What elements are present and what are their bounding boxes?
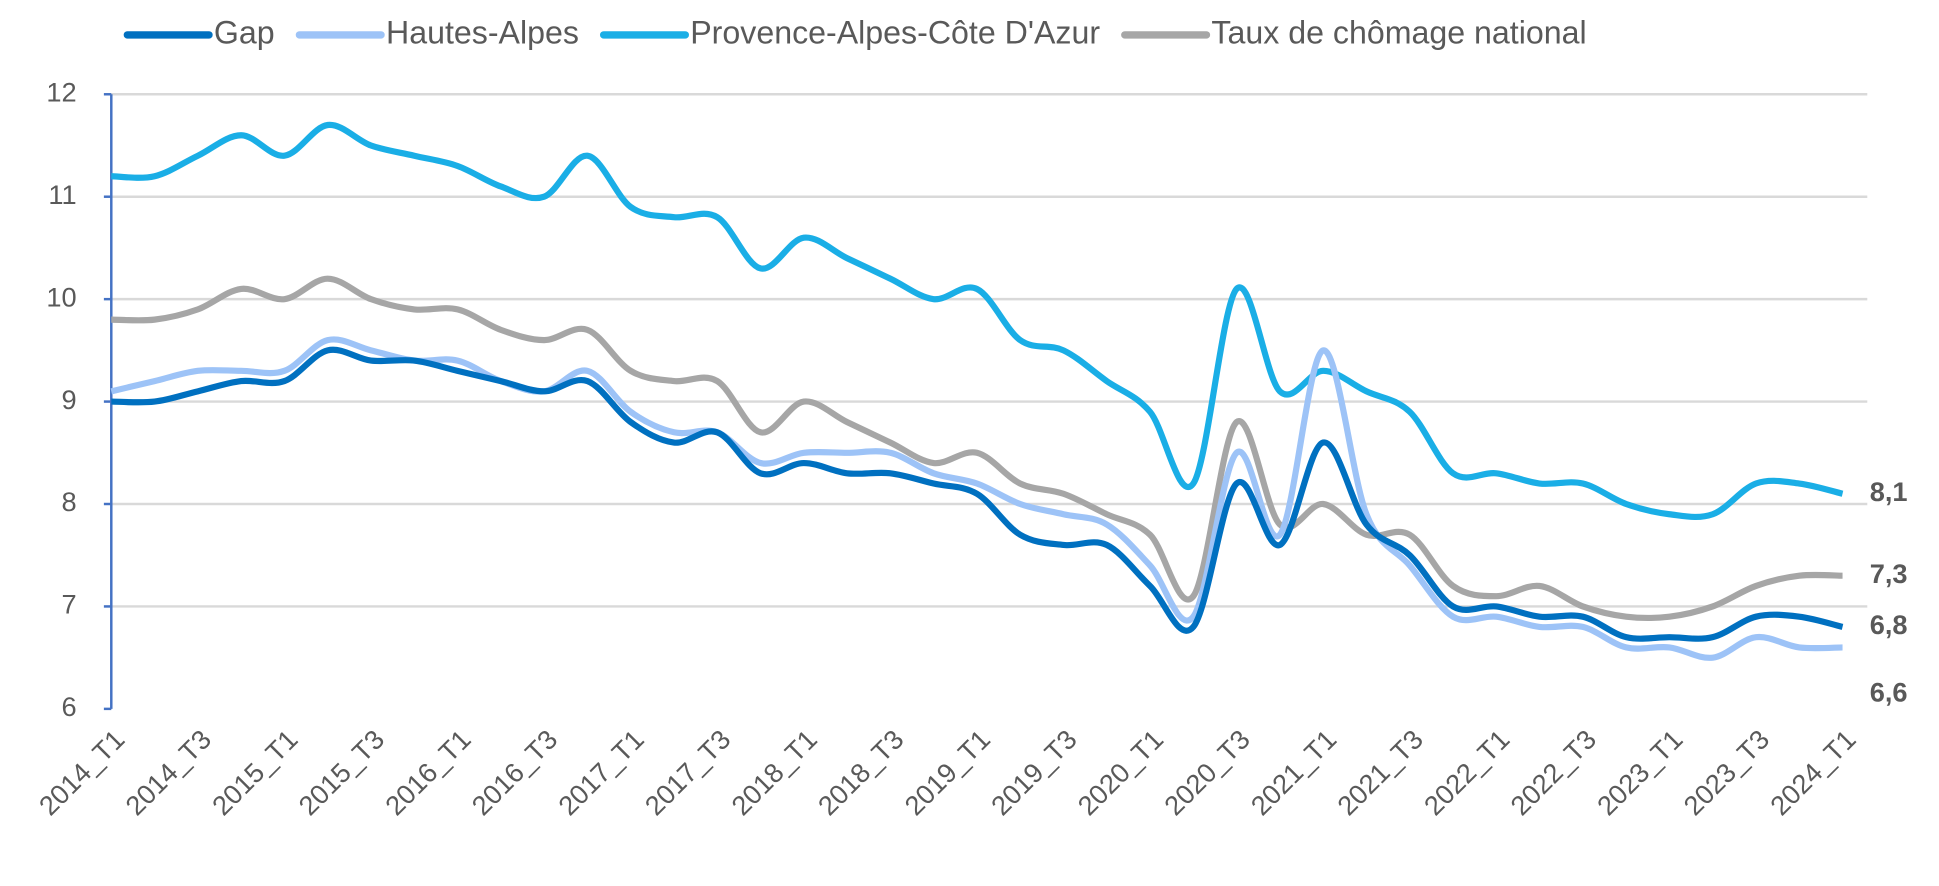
x-tick-label: 2018_T3 bbox=[812, 723, 910, 821]
x-tick-label: 2016_T1 bbox=[379, 723, 477, 821]
legend-item: Provence-Alpes-Côte D'Azur bbox=[599, 14, 1100, 50]
series-line bbox=[111, 275, 1843, 622]
data-label: 6,8 bbox=[1870, 609, 1908, 640]
legend-item: Hautes-Alpes bbox=[295, 14, 579, 50]
x-tick-label: 2021_T1 bbox=[1245, 723, 1343, 821]
legend-label: Taux de chômage national bbox=[1211, 14, 1586, 50]
y-tick-label: 9 bbox=[62, 384, 77, 415]
x-tick-label: 2015_T3 bbox=[292, 723, 390, 821]
x-tick-label: 2022_T1 bbox=[1418, 723, 1516, 821]
data-label: 7,3 bbox=[1870, 558, 1908, 589]
x-tick-label: 2020_T1 bbox=[1071, 723, 1169, 821]
x-tick-label: 2017_T3 bbox=[639, 723, 737, 821]
x-tick-label: 2024_T1 bbox=[1764, 723, 1862, 821]
legend-label: Gap bbox=[214, 14, 275, 50]
legend-item: Gap bbox=[123, 14, 275, 50]
x-tick-label: 2019_T3 bbox=[985, 723, 1083, 821]
y-tick-label: 12 bbox=[46, 76, 76, 107]
x-tick-label: 2017_T1 bbox=[552, 723, 650, 821]
x-tick-label: 2020_T3 bbox=[1158, 723, 1256, 821]
series-line bbox=[111, 121, 1844, 521]
x-tick-label: 2015_T1 bbox=[206, 723, 304, 821]
data-label: 6,6 bbox=[1870, 677, 1908, 708]
y-tick-label: 6 bbox=[62, 691, 77, 722]
x-tick-label: 2014_T1 bbox=[33, 723, 131, 821]
x-tick-label: 2022_T3 bbox=[1504, 723, 1602, 821]
legend-item: Taux de chômage national bbox=[1121, 14, 1587, 50]
y-tick-label: 11 bbox=[48, 179, 76, 210]
series-line bbox=[111, 346, 1844, 642]
x-tick-label: 2023_T1 bbox=[1591, 723, 1689, 821]
x-tick-label: 2019_T1 bbox=[898, 723, 996, 821]
x-tick-label: 2023_T3 bbox=[1677, 723, 1775, 821]
x-tick-label: 2021_T3 bbox=[1331, 723, 1429, 821]
legend-label: Hautes-Alpes bbox=[386, 14, 579, 50]
y-tick-label: 7 bbox=[62, 589, 77, 620]
series-line bbox=[110, 336, 1843, 661]
x-tick-label: 2016_T3 bbox=[466, 723, 564, 821]
y-tick-label: 10 bbox=[46, 281, 76, 312]
x-tick-label: 2014_T3 bbox=[119, 723, 217, 821]
legend-label: Provence-Alpes-Côte D'Azur bbox=[690, 14, 1100, 50]
x-tick-label: 2018_T1 bbox=[725, 723, 823, 821]
data-label: 8,1 bbox=[1870, 476, 1908, 507]
y-tick-label: 8 bbox=[62, 486, 77, 517]
